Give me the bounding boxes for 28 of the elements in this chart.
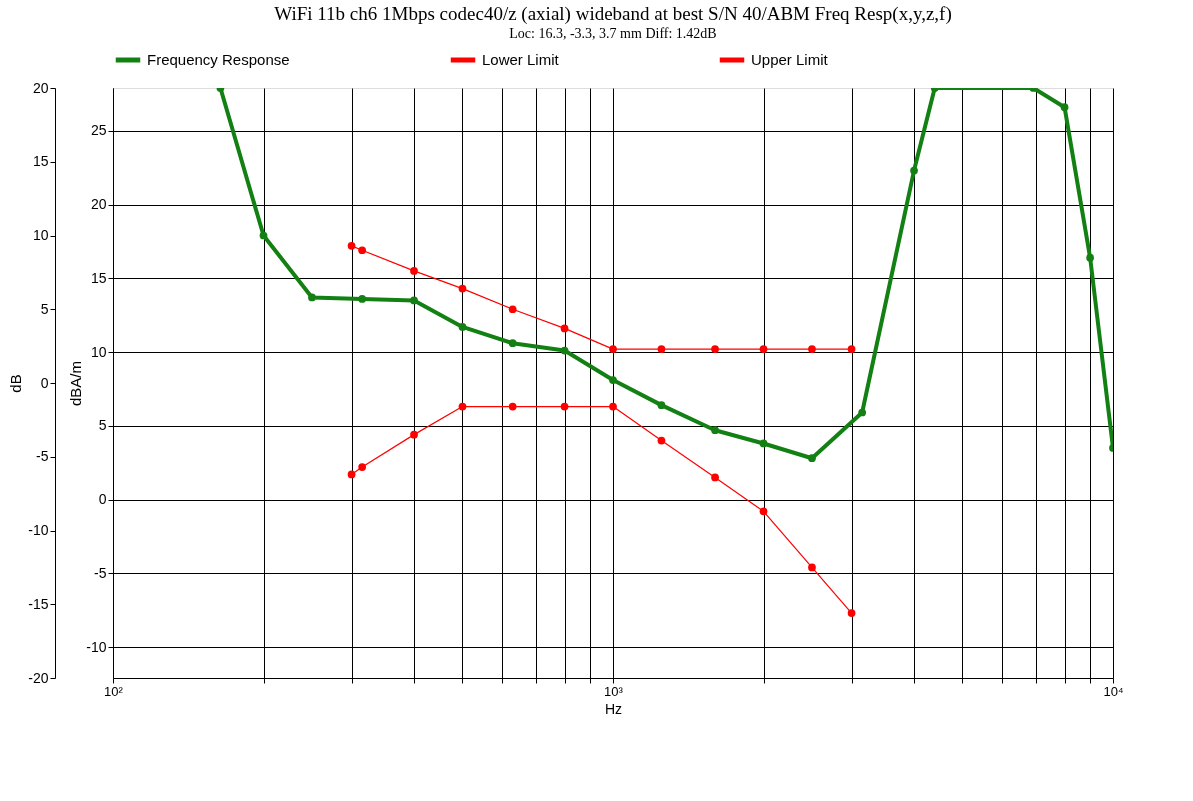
y-tick-label: 15 — [90, 269, 107, 286]
x-axis-title: Hz — [604, 700, 623, 717]
y-tick-label: 25 — [90, 122, 107, 139]
y-axis-title: dBA/m — [67, 360, 85, 407]
chart-subtitle: Loc: 16.3, -3.3, 3.7 mm Diff: 1.42dB — [509, 26, 717, 41]
legend-label: Frequency Response — [147, 51, 290, 68]
y-tick-label: 5 — [98, 417, 107, 434]
y-tick-label: 20 — [90, 196, 107, 213]
y2-tick-label: -20 — [28, 669, 49, 686]
x-tick-label: 10² — [104, 683, 124, 699]
y2-axis-title: dB — [7, 374, 25, 393]
y-tick-label: 10 — [90, 343, 107, 360]
y2-tick-label: -10 — [28, 522, 49, 538]
chart-title: WiFi 11b ch6 1Mbps codec40/z (axial) wideband at best S/N 40/ABM Freq Resp(x,y,z,f) — [274, 3, 952, 25]
y2-tick-label: 0 — [40, 374, 49, 391]
y2-tick-label: 5 — [40, 300, 49, 317]
y-tick-label: -5 — [94, 564, 107, 581]
legend-label: Upper Limit — [751, 51, 829, 68]
y2-tick-label: -15 — [28, 595, 49, 612]
y-tick-label: -10 — [86, 638, 107, 655]
y-tick-label: 0 — [98, 491, 107, 508]
y2-tick-label: 20 — [32, 79, 49, 96]
x-tick-label: 10³ — [604, 683, 624, 699]
x-tick-label: 10⁴ — [1103, 683, 1124, 699]
y2-tick-label: 15 — [32, 153, 49, 170]
y2-tick-label: 10 — [32, 227, 49, 243]
legend-label: Lower Limit — [482, 51, 560, 68]
y2-tick-label: -5 — [36, 448, 49, 465]
